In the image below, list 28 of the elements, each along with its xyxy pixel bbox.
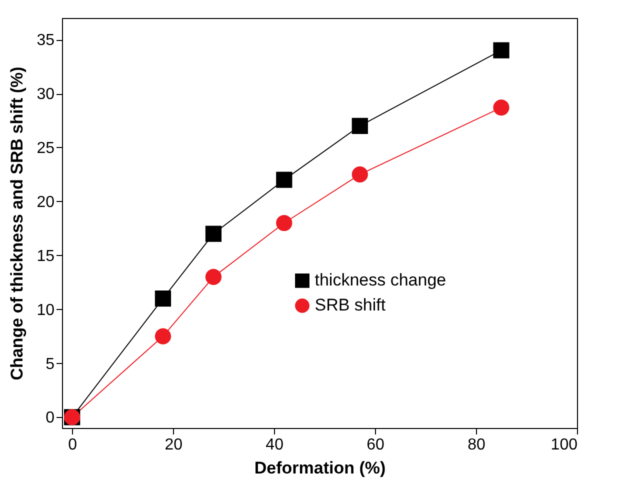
legend-label: SRB shift (314, 296, 386, 315)
point (276, 172, 292, 188)
y-tick-label: 30 (36, 86, 55, 104)
x-tick-label: 40 (266, 436, 284, 454)
x-tick-label: 20 (164, 436, 183, 454)
x-tick-label: 80 (468, 436, 486, 454)
y-axis-title: Change of thickness and SRB shift (%) (8, 66, 27, 380)
x-tick-label: 60 (366, 436, 385, 454)
point (276, 214, 292, 232)
y-tick-label: 20 (36, 194, 55, 211)
y-tick-label: 15 (36, 248, 55, 265)
x-axis-title: Deformation (%) (254, 458, 386, 478)
y-tick-label: 10 (36, 302, 55, 319)
point (154, 290, 172, 307)
y-tick-label: 5 (46, 356, 55, 373)
legend-label: thickness change (314, 270, 446, 290)
point (493, 100, 510, 116)
point (154, 328, 172, 344)
y-tick-label: 0 (46, 410, 55, 427)
point (205, 268, 222, 285)
point (493, 42, 510, 58)
y-tick-label: 25 (36, 140, 55, 157)
x-tick-label: 100 (550, 436, 578, 454)
point (352, 166, 368, 182)
point (205, 226, 222, 242)
y-tick-label: 35 (36, 32, 55, 50)
x-tick-label: 0 (68, 436, 78, 454)
point (352, 118, 368, 134)
